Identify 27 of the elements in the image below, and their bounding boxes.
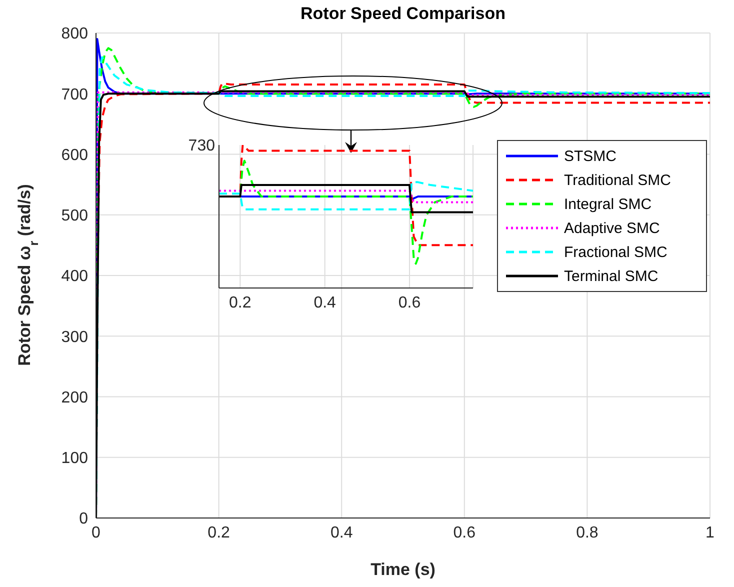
x-tick-label: 0.2 [229,294,252,312]
legend-label: Fractional SMC [564,244,668,260]
legend-label: Adaptive SMC [564,220,660,236]
x-tick-label: 0.6 [453,524,476,542]
legend-label: Traditional SMC [564,172,671,188]
y-tick-label: 400 [61,268,88,286]
x-tick-label: 0.4 [314,294,336,312]
x-tick-label: 0 [92,524,101,542]
y-tick-label: 0 [79,510,88,528]
x-tick-label: 0.4 [330,524,353,542]
x-tick-label: 0.8 [576,524,598,542]
y-tick-label: 700 [61,86,88,104]
annotation: 730 [188,138,216,155]
x-tick-label: 0.6 [398,294,421,312]
legend-label: Terminal SMC [564,268,658,284]
y-tick-label: 800 [61,26,88,43]
x-tick-label: 1 [706,524,715,542]
y-tick-label: 300 [61,328,88,346]
chart-title: Rotor Speed Comparison [300,4,506,23]
x-tick-label: 0.2 [208,524,230,542]
legend-label: Integral SMC [564,196,652,212]
y-tick-label: 100 [61,450,88,468]
y-tick-label: 500 [61,208,88,225]
y-tick-label: 600 [61,146,88,164]
legend-label: STSMC [564,148,616,164]
y-tick-label: 200 [61,389,88,406]
x-axis-title: Time (s) [370,560,436,579]
